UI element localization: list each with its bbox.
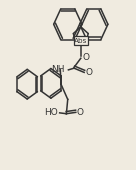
Text: O: O [85, 68, 92, 77]
Text: O: O [82, 53, 89, 62]
Text: O: O [77, 108, 84, 117]
FancyBboxPatch shape [74, 37, 88, 45]
Text: HO: HO [44, 108, 58, 117]
Text: NH: NH [51, 65, 64, 74]
Text: Abs: Abs [74, 38, 87, 44]
